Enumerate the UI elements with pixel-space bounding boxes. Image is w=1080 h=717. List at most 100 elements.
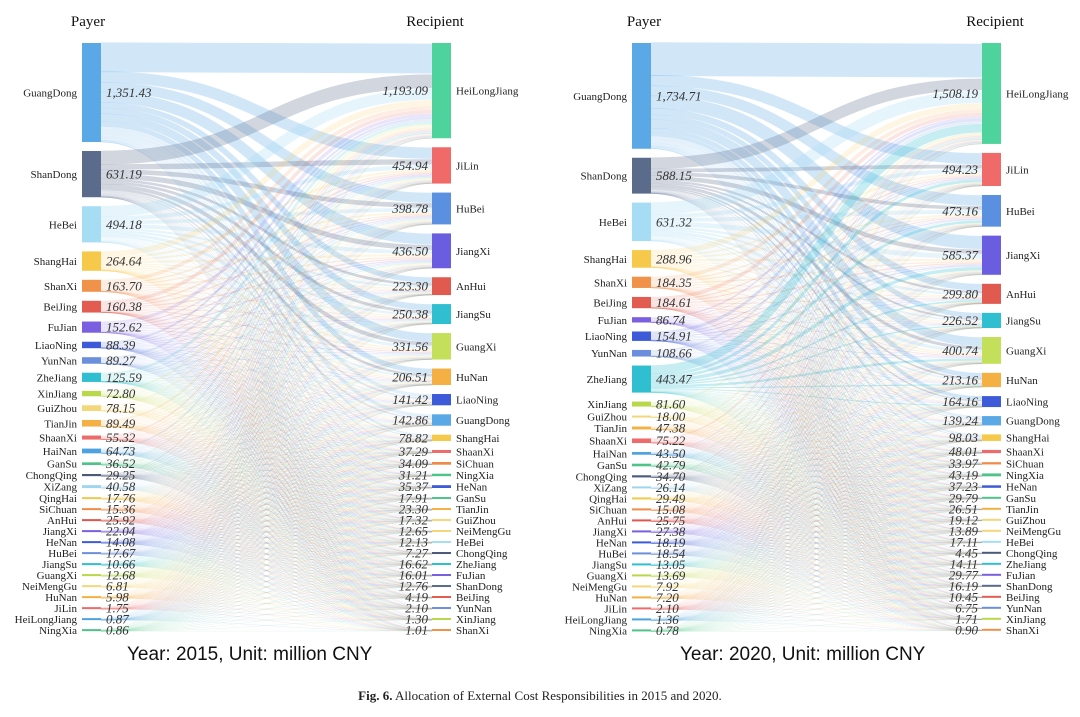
recipient-label-jiangxi: JiangXi xyxy=(456,246,490,258)
flow-shaanxi-to-sichuan xyxy=(650,442,983,465)
recipient-label-shanxi: ShanXi xyxy=(456,625,489,637)
flow-guangxi-to-liaoning xyxy=(100,404,433,577)
flow-anhui-to-shandong xyxy=(650,521,983,588)
flow-shandong-to-heilongjiang xyxy=(100,74,433,165)
flow-henan-to-ningxia xyxy=(650,476,983,544)
flow-jiangsu-to-shandong xyxy=(650,565,983,588)
recipient-label-shaanxi: ShaanXi xyxy=(456,446,494,458)
flow-guangdong-to-zhejiang xyxy=(100,140,433,564)
flow-beijing-to-ningxia xyxy=(100,311,433,476)
payer-label-jiangxi: JiangXi xyxy=(43,526,77,538)
flow-hebei-to-jiangsu xyxy=(650,228,983,322)
flow-liaoning-to-heilongjiang xyxy=(650,118,983,335)
flow-hunan-to-guizhou xyxy=(100,520,433,599)
flow-shandong-to-shaanxi xyxy=(650,190,983,452)
flow-jiangxi-to-neimenggu xyxy=(650,531,983,533)
flow-hubei-to-hubei xyxy=(100,223,433,554)
flow-hebei-to-beijing xyxy=(100,242,433,598)
flow-gansu-to-yunnan xyxy=(100,464,433,610)
flow-ningxia-to-heilongjiang xyxy=(100,137,433,630)
flow-guizhou-to-guangdong xyxy=(650,417,983,425)
flow-hebei-to-gansu xyxy=(650,239,983,499)
flow-shanxi-to-henan xyxy=(100,291,433,488)
flow-heilongjiang-to-heilongjiang xyxy=(100,137,433,619)
flow-hubei-to-jiangxi xyxy=(650,274,983,554)
flow-yunnan-to-fujian xyxy=(100,363,433,576)
flow-hubei-to-tianjin xyxy=(100,509,433,555)
flow-liaoning-to-henan xyxy=(650,340,983,488)
payer-value-zhejiang: 125.59 xyxy=(106,370,142,385)
flow-jiangxi-to-henan xyxy=(100,487,433,533)
flow-zhejiang-to-liaoning xyxy=(650,388,983,406)
flow-hunan-to-yunnan xyxy=(650,598,983,610)
flow-sichuan-to-henan xyxy=(100,487,433,511)
flow-hebei-to-guangxi xyxy=(650,230,983,353)
recipient-label-gansu: GanSu xyxy=(1006,493,1036,505)
flow-guizhou-to-jilin xyxy=(100,178,433,408)
payer-label-hainan: HaiNan xyxy=(43,446,78,458)
flow-xinjiang-to-xinjiang xyxy=(100,396,433,620)
flow-qinghai-to-beijing xyxy=(650,499,983,598)
flow-heilongjiang-to-beijing xyxy=(100,597,433,621)
flow-guangdong-to-anhui xyxy=(650,108,983,291)
payer-value-xinjiang: 72.80 xyxy=(106,386,136,401)
flow-hunan-to-chongqing xyxy=(100,553,433,599)
recipient-label-fujian: FuJian xyxy=(1006,570,1036,582)
flow-shanghai-to-yunnan xyxy=(100,270,433,609)
flow-anhui-to-ningxia xyxy=(100,475,433,522)
flow-fujian-to-guangdong xyxy=(100,331,433,424)
flow-shaanxi-to-hubei xyxy=(650,224,983,441)
flow-gansu-to-hunan xyxy=(650,386,983,467)
recipient-bar-shanxi xyxy=(432,629,451,632)
flow-guangdong-to-beijing xyxy=(650,148,983,597)
flow-anhui-to-guizhou xyxy=(650,520,983,522)
flow-sichuan-to-jilin xyxy=(100,182,433,510)
flow-beijing-to-tianjin xyxy=(100,311,433,510)
recipient-bar-guizhou xyxy=(432,519,451,522)
flow-guangxi-to-fujian xyxy=(650,575,983,577)
flow-guangxi-to-jiangxi xyxy=(650,274,983,576)
flow-anhui-to-heilongjiang xyxy=(650,141,983,520)
flow-shanxi-to-jilin xyxy=(100,171,433,285)
flow-neimenggu-to-yunnan xyxy=(650,587,983,610)
flow-guangxi-to-ningxia xyxy=(100,475,433,577)
flow-yunnan-to-zhejiang xyxy=(100,363,433,565)
flow-shanxi-to-yunnan xyxy=(100,291,433,609)
flow-hainan-to-shanxi xyxy=(650,454,983,631)
recipient-value-liaoning: 141.42 xyxy=(392,392,428,407)
flow-guangxi-to-beijing xyxy=(650,576,983,599)
flow-shanxi-to-xinjiang xyxy=(650,287,983,620)
flow-beijing-to-zhejiang xyxy=(100,312,433,565)
recipient-label-liaoning: LiaoNing xyxy=(456,395,499,407)
flow-jilin-to-guizhou xyxy=(650,520,983,610)
flow-neimenggu-to-tianjin xyxy=(650,509,983,588)
flow-sichuan-to-jiangsu xyxy=(100,323,433,510)
payer-label-qinghai: QingHai xyxy=(39,493,77,505)
flow-ningxia-to-shaanxi xyxy=(100,452,433,632)
flow-guangxi-to-tianjin xyxy=(650,509,983,577)
flow-chongqing-to-guangxi xyxy=(650,362,983,478)
flow-hainan-to-hunan xyxy=(650,385,983,455)
flow-shaanxi-to-neimenggu xyxy=(650,442,983,532)
flow-shaanxi-to-henan xyxy=(100,439,433,489)
flow-chongqing-to-hubei xyxy=(100,222,433,476)
flow-yunnan-to-liaoning xyxy=(650,355,983,405)
flow-xizang-to-anhui xyxy=(650,302,983,488)
payer-label-shaanxi: ShaanXi xyxy=(589,436,627,448)
payer-label-neimenggu: NeiMengGu xyxy=(572,581,627,593)
flow-gansu-to-jilin xyxy=(650,183,983,465)
recipient-value-xinjiang: 1.71 xyxy=(955,611,978,626)
flow-tianjin-to-tianjin xyxy=(100,426,433,511)
flow-hainan-to-jilin xyxy=(100,180,433,451)
flow-guangdong-to-xinjiang xyxy=(650,148,983,619)
recipient-value-hunan: 213.16 xyxy=(942,372,978,387)
flow-hainan-to-gansu xyxy=(650,454,983,499)
recipient-bar-shanghai xyxy=(432,434,451,441)
flow-anhui-to-jilin xyxy=(650,184,983,521)
flow-henan-to-shanghai xyxy=(650,440,983,544)
flow-neimenggu-to-zhejiang xyxy=(100,564,433,588)
flow-xizang-to-chongqing xyxy=(650,488,983,554)
flow-shaanxi-to-yunnan xyxy=(650,442,983,609)
flow-henan-to-tianjin xyxy=(100,509,433,544)
flow-tianjin-to-shaanxi xyxy=(100,425,433,453)
